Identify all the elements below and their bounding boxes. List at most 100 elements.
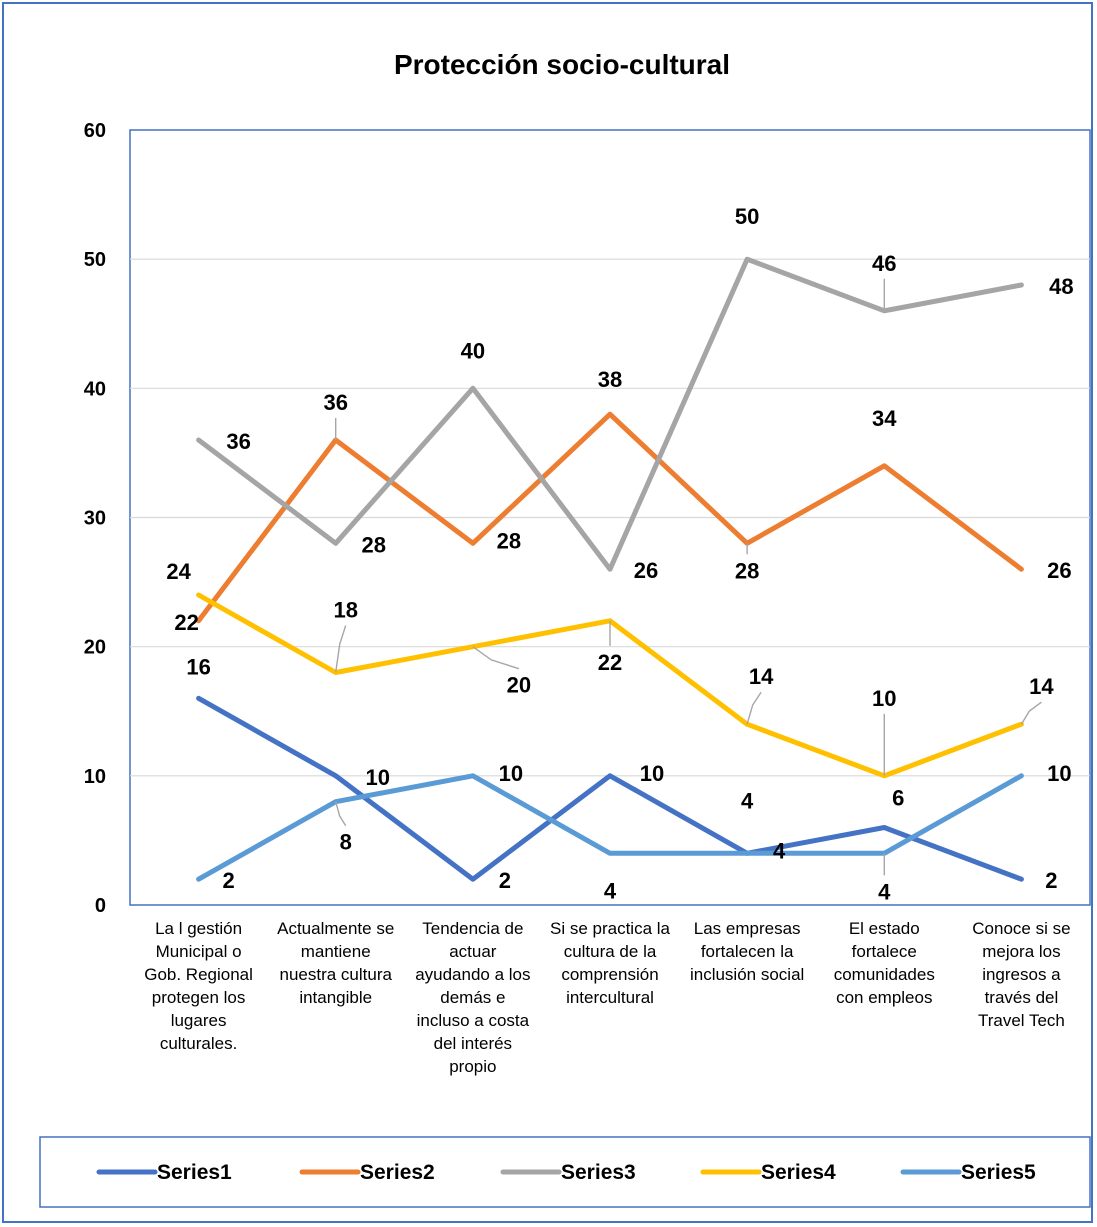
x-category-label: Las empresas fortalecen la inclusión socia… [690, 919, 804, 984]
x-category-line: comprensión [561, 965, 658, 984]
data-label: 6 [892, 786, 904, 811]
x-category-line: Conoce si se [972, 919, 1070, 938]
data-labels: 1610210462223628382834263628402650464824… [166, 204, 1073, 904]
data-label: 28 [735, 558, 759, 583]
x-category-line: demás e [440, 988, 505, 1007]
data-label: 10 [499, 761, 523, 786]
data-label: 2 [1045, 868, 1057, 893]
x-category-line: intangible [299, 988, 372, 1007]
data-label: 46 [872, 251, 896, 276]
legend-label: Series5 [961, 1161, 1036, 1184]
data-label: 18 [333, 598, 357, 623]
line-chart: Protección socio-cultural 0102030405060 … [39, 49, 1091, 1208]
x-category-line: intercultural [566, 988, 654, 1007]
data-label: 10 [365, 765, 389, 790]
x-category-label: Tendencia de actuar ayudando a los demás e i… [415, 919, 530, 1076]
x-category-line: comunidades [834, 965, 935, 984]
x-category-label: Si se practica la cultura de la comprensió… [550, 919, 671, 1007]
data-label-leader [746, 691, 762, 725]
data-label: 28 [497, 528, 521, 553]
x-category-line: La l gestión [155, 919, 242, 938]
data-label: 14 [749, 664, 774, 689]
data-label-leader [1020, 701, 1042, 725]
x-category-label: Actualmente se mantiene nuestra cultura int… [277, 919, 394, 1007]
data-label: 2 [499, 868, 511, 893]
data-label: 38 [598, 367, 622, 392]
x-category-line: cultura de la [564, 942, 657, 961]
data-label: 22 [174, 610, 198, 635]
legend-item-3: Series3 [500, 1161, 636, 1184]
x-category-line: Actualmente se [277, 919, 394, 938]
x-category-line: inclusión social [690, 965, 804, 984]
data-label: 36 [226, 429, 250, 454]
data-label: 2 [222, 868, 234, 893]
x-category-line: con empleos [836, 988, 932, 1007]
legend-label: Series3 [561, 1161, 636, 1184]
x-category-label: La l gestión Municipal o Gob. Regional prot… [144, 919, 253, 1053]
legend-item-5: Series5 [900, 1161, 1036, 1184]
data-label: 40 [461, 338, 485, 363]
data-label: 36 [323, 390, 347, 415]
x-category-line: nuestra cultura [279, 965, 392, 984]
x-category-line: El estado [849, 919, 920, 938]
y-tick-label: 40 [84, 378, 106, 400]
x-category-line: del interés [434, 1034, 512, 1053]
y-tick-label: 10 [84, 766, 106, 788]
legend-item-4: Series4 [700, 1161, 836, 1184]
data-label: 34 [872, 406, 897, 431]
legend: Series1 Series2 Series3 Series4 Series5 [96, 1161, 1036, 1184]
x-category-line: culturales. [160, 1034, 237, 1053]
data-label: 4 [604, 878, 617, 903]
x-category-line: lugares [171, 1011, 227, 1030]
data-label: 16 [186, 654, 210, 679]
data-label: 26 [1047, 558, 1071, 583]
y-axis: 0 10 20 30 40 50 60 [84, 120, 106, 917]
data-label-leader [335, 801, 347, 827]
x-axis: La l gestión Municipal o Gob. Regional prot… [144, 919, 1070, 1076]
x-category-line: incluso a costa [417, 1011, 530, 1030]
data-label: 4 [773, 838, 786, 863]
y-tick-label: 60 [84, 120, 106, 142]
legend-label: Series2 [360, 1161, 435, 1184]
x-category-line: Si se practica la [550, 919, 671, 938]
legend-item-1: Series1 [96, 1161, 232, 1184]
legend-item-2: Series2 [299, 1161, 435, 1184]
y-tick-label: 50 [84, 249, 106, 271]
y-tick-label: 20 [84, 637, 106, 659]
data-label: 10 [640, 761, 664, 786]
data-label: 4 [878, 879, 891, 904]
x-category-line: Travel Tech [978, 1011, 1065, 1030]
data-label: 8 [340, 830, 352, 855]
y-tick-label: 0 [95, 895, 106, 917]
data-label: 10 [872, 686, 896, 711]
data-label: 10 [1047, 761, 1071, 786]
x-category-line: Municipal o [156, 942, 242, 961]
data-label: 4 [741, 788, 754, 813]
data-label: 20 [507, 673, 531, 698]
data-label: 50 [735, 204, 759, 229]
data-label: 28 [361, 532, 385, 557]
x-category-label: Conoce si se mejora los ingresos a través d… [972, 919, 1070, 1030]
x-category-line: protegen los [152, 988, 246, 1007]
x-category-line: Gob. Regional [144, 965, 253, 984]
y-tick-label: 30 [84, 508, 106, 530]
x-category-line: propio [449, 1057, 496, 1076]
x-category-line: mejora los [982, 942, 1060, 961]
x-category-line: Tendencia de [422, 919, 523, 938]
x-category-line: fortalece [852, 942, 917, 961]
x-category-line: través del [985, 988, 1059, 1007]
legend-box [39, 1136, 1091, 1208]
legend-label: Series1 [157, 1161, 232, 1184]
x-category-line: ayudando a los [415, 965, 530, 984]
data-label: 14 [1029, 674, 1054, 699]
legend-label: Series4 [761, 1161, 836, 1184]
x-category-line: ingresos a [982, 965, 1061, 984]
x-category-line: actuar [449, 942, 497, 961]
x-category-line: fortalecen la [701, 942, 794, 961]
x-category-label: El estado fortalece comunidades con empleos [834, 919, 935, 1007]
data-label-leader [335, 625, 347, 673]
data-label: 22 [598, 650, 622, 675]
chart-title: Protección socio-cultural [394, 49, 730, 80]
x-category-line: mantiene [301, 942, 371, 961]
